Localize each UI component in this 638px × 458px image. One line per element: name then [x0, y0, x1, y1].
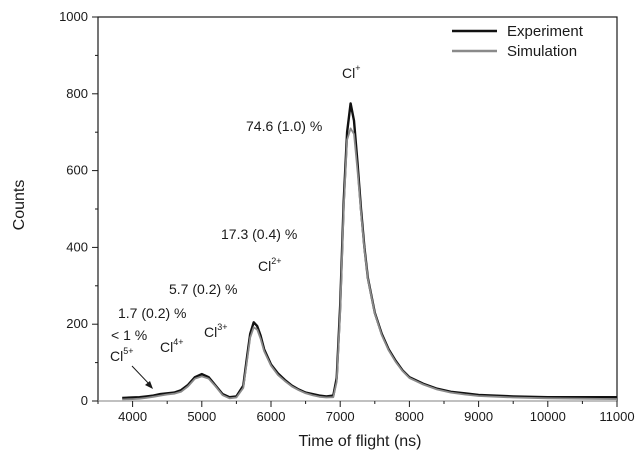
- y-tick-label: 800: [66, 86, 88, 101]
- legend-label-experiment: Experiment: [507, 23, 584, 40]
- annotation-cl2-pct: 17.3 (0.4) %: [221, 226, 297, 242]
- x-tick-label: 11000: [599, 409, 634, 424]
- cl1-charge: +: [355, 63, 360, 73]
- axes-layer: 4000 5000 6000 7000 8000 9000 10000 11000 0 200 40…: [59, 9, 635, 424]
- y-tick-label: 600: [66, 163, 88, 178]
- x-tick-label: 10000: [530, 409, 566, 424]
- cl2-charge: 2+: [271, 256, 281, 266]
- cl5-arrow-shaft: [131, 365, 152, 387]
- y-axis-title: Counts: [11, 180, 28, 231]
- y-tick-label: 400: [66, 239, 88, 254]
- annotation-cl5-pct: < 1 %: [111, 327, 147, 343]
- y-tick-label: 200: [66, 316, 88, 331]
- legend: Experiment Simulation: [452, 23, 584, 60]
- annotation-cl5-ion: Cl5+: [110, 346, 134, 364]
- cl2-symbol: Cl: [258, 258, 271, 274]
- annotation-cl3-ion: Cl3+: [204, 322, 228, 340]
- x-tick-label: 4000: [118, 409, 147, 424]
- cl3-symbol: Cl: [204, 324, 217, 340]
- x-tick-label: 8000: [395, 409, 424, 424]
- cl5-arrow: [131, 365, 153, 389]
- series-line-simulation: [122, 127, 618, 401]
- cl4-symbol: Cl: [160, 339, 173, 355]
- x-tick-label: 9000: [464, 409, 493, 424]
- x-tick-label: 5000: [187, 409, 216, 424]
- annotation-cl1-ion: Cl+: [342, 63, 361, 81]
- annotation-cl2-ion: Cl2+: [258, 256, 282, 274]
- x-tick-label: 6000: [257, 409, 286, 424]
- cl5-charge: 5+: [123, 346, 133, 356]
- y-tick-label: 1000: [59, 9, 88, 24]
- x-tick-label: 7000: [326, 409, 355, 424]
- cl5-arrow-head: [145, 381, 153, 389]
- cl4-charge: 4+: [173, 337, 183, 347]
- legend-label-simulation: Simulation: [507, 43, 577, 60]
- y-tick-label: 0: [81, 393, 88, 408]
- series-line-experiment: [122, 102, 617, 400]
- annotation-cl4-pct: 1.7 (0.2) %: [118, 305, 186, 321]
- series-layer: [122, 102, 618, 401]
- annotation-cl4-ion: Cl4+: [160, 337, 184, 355]
- annotation-cl1-pct: 74.6 (1.0) %: [246, 118, 322, 134]
- annotation-cl3-pct: 5.7 (0.2) %: [169, 281, 237, 297]
- cl1-symbol: Cl: [342, 65, 355, 81]
- cl5-symbol: Cl: [110, 348, 123, 364]
- x-axis-title: Time of flight (ns): [299, 433, 422, 450]
- cl3-charge: 3+: [217, 322, 227, 332]
